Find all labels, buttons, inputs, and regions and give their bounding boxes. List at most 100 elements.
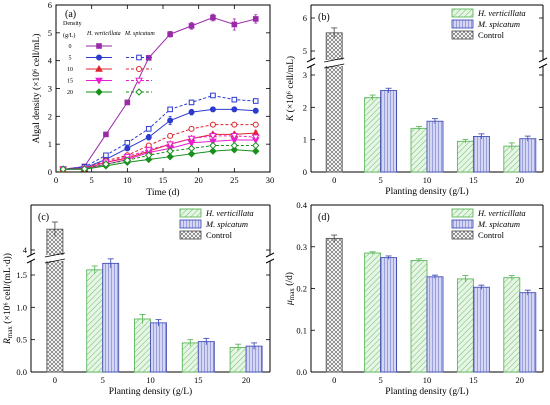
data-point xyxy=(252,107,259,114)
y-axis-label: Algal density (×10⁶ cell/mL) xyxy=(31,34,42,144)
legend-label: H. verticillata xyxy=(477,8,526,18)
legend-swatch xyxy=(451,230,474,240)
x-tick-label: 20 xyxy=(516,375,525,385)
bar-rect xyxy=(426,276,444,373)
x-tick-label: 15 xyxy=(469,175,478,185)
axis-break-mark xyxy=(26,258,36,264)
legend-density-label: 15 xyxy=(67,79,73,85)
bar-rect xyxy=(197,341,215,373)
legend-marker xyxy=(96,54,102,61)
x-axis-label: Planting density (g/L) xyxy=(385,186,468,197)
y-tick-label: 0.0 xyxy=(16,367,27,377)
bar-ms xyxy=(519,289,537,373)
data-point xyxy=(166,147,174,155)
legend-swatch xyxy=(179,230,202,240)
series-line-1 xyxy=(60,106,259,173)
y-tick-label: 4 xyxy=(48,56,53,66)
series-path xyxy=(63,135,256,170)
bar-ms xyxy=(426,118,444,173)
bar-rect xyxy=(364,97,382,173)
bar-ms xyxy=(472,133,490,173)
bar-ms xyxy=(472,284,490,373)
bar-rect xyxy=(456,140,474,173)
bar-hv xyxy=(503,142,521,173)
legend-marker xyxy=(135,77,143,85)
legend-col-hv: H. verticillata xyxy=(86,31,121,37)
bar-rect xyxy=(456,278,474,373)
axis-break-mark xyxy=(538,63,548,69)
legend-swatch xyxy=(451,8,474,18)
y-tick-label: 0.1 xyxy=(296,325,307,335)
x-axis-label: Planting density (g/L) xyxy=(385,386,468,397)
bar-break-mark xyxy=(324,63,345,69)
chart-panel-a: 0 5 10 15 20 25 30 0 1 2 3 4 5 6 Time (d) Algal density… xyxy=(31,0,274,198)
legend-label: H. verticillata xyxy=(477,208,526,218)
data-point xyxy=(188,23,195,29)
data-point xyxy=(252,16,259,22)
legend-swatch xyxy=(451,208,474,218)
data-point xyxy=(231,121,238,128)
bar-ms xyxy=(197,337,215,373)
data-point xyxy=(187,150,196,158)
legend-density-label: 0 xyxy=(69,44,72,50)
bar-hv xyxy=(134,313,151,373)
series-line-2 xyxy=(60,92,259,173)
x-tick-label: 5 xyxy=(378,175,382,185)
panel-label: (a) xyxy=(65,9,76,20)
bar-rect xyxy=(325,32,343,173)
y-tick-label: 0 xyxy=(48,167,52,177)
bar-rect xyxy=(503,145,521,173)
bar-break-mark xyxy=(324,57,345,63)
legend-label: Control xyxy=(206,230,233,240)
y-tick-label: 6 xyxy=(48,0,52,10)
axis-break-mark xyxy=(265,258,275,264)
x-tick-label: 0 xyxy=(332,175,336,185)
data-point xyxy=(123,156,132,165)
x-tick-label: 0 xyxy=(54,175,58,185)
axis-break-mark xyxy=(538,57,548,63)
data-point xyxy=(252,121,259,128)
x-tick-label: 20 xyxy=(516,175,525,185)
data-point xyxy=(103,152,109,159)
bar-break-mark xyxy=(44,258,65,264)
y-axis-label: Rmax (×10⁶ cell/(mL·d)) xyxy=(2,253,14,345)
x-tick-label: 25 xyxy=(230,175,239,185)
x-tick-label: 15 xyxy=(469,375,478,385)
y-axis-label: K (×10⁶ cell/mL) xyxy=(285,56,296,122)
legend-label: M. spicatum xyxy=(477,19,520,29)
x-tick-label: 5 xyxy=(101,375,105,385)
x-tick-label: 0 xyxy=(332,375,336,385)
series-path xyxy=(63,94,256,170)
legend-label: Control xyxy=(478,30,505,40)
y-tick-label: 0.4 xyxy=(296,200,307,210)
legend-marker xyxy=(136,66,142,72)
x-tick-label: 0 xyxy=(53,375,57,385)
bar-rect xyxy=(380,257,398,373)
data-point xyxy=(145,151,153,160)
data-point xyxy=(167,132,174,139)
y-tick-label: 1.5 xyxy=(16,270,27,280)
legend-marker xyxy=(95,88,103,96)
bar-rect xyxy=(410,127,428,173)
y-tick-label: 5 xyxy=(303,46,307,56)
chart-panel-c: 0.0 0.5 1.0 1.5 4 0 5 10 15 20 Planting density (g… xyxy=(2,204,275,397)
bar-break-gap xyxy=(45,255,64,261)
x-tick-label: 15 xyxy=(159,175,168,185)
y-tick-label: 0.3 xyxy=(296,242,307,252)
axis-break-mark xyxy=(306,57,316,63)
bar-rect xyxy=(134,318,151,373)
bar-rect xyxy=(472,135,490,173)
chart-panel-b: 0 1 2 3 5 6 0 5 10 15 20 Planting density (g/L) H. v… xyxy=(285,4,548,197)
panel-label: (c) xyxy=(38,212,49,223)
bar-rect xyxy=(245,345,263,373)
data-point xyxy=(230,133,239,140)
data-point xyxy=(167,31,173,38)
data-point xyxy=(187,135,196,143)
legend-label: Control xyxy=(478,230,505,240)
bar-control xyxy=(325,27,343,173)
x-tick-label: 30 xyxy=(266,175,275,185)
data-point xyxy=(230,146,239,154)
y-tick-label: 0.2 xyxy=(296,284,307,294)
